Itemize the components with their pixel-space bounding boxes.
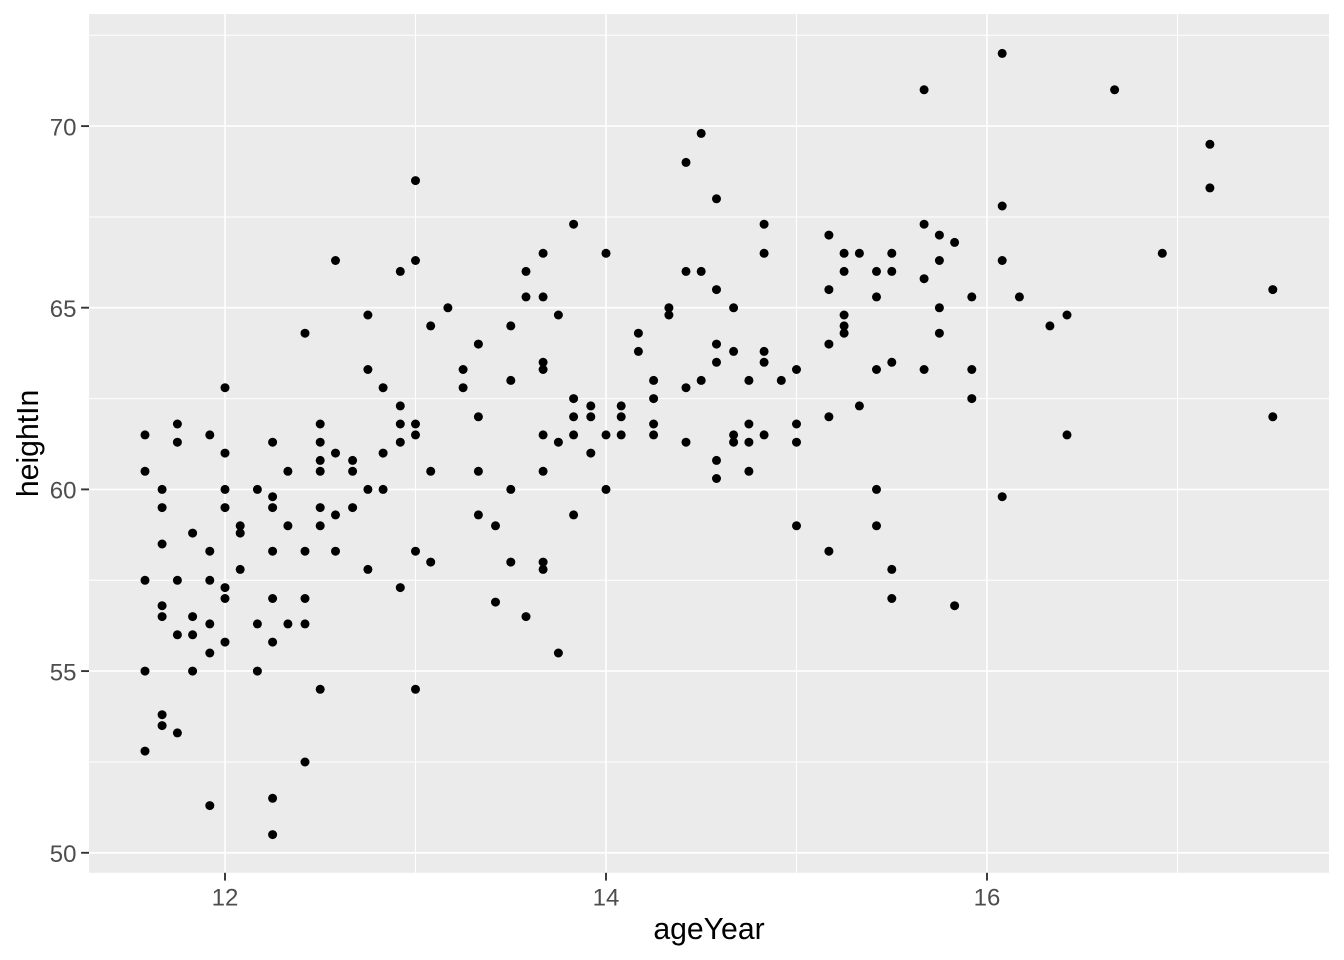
svg-text:16: 16 bbox=[974, 885, 1001, 912]
svg-text:50: 50 bbox=[50, 841, 77, 868]
svg-text:12: 12 bbox=[212, 885, 239, 912]
svg-text:ageYear: ageYear bbox=[653, 913, 764, 946]
svg-text:60: 60 bbox=[50, 478, 77, 505]
svg-text:heightIn: heightIn bbox=[12, 390, 45, 497]
svg-text:14: 14 bbox=[593, 885, 620, 912]
svg-text:55: 55 bbox=[50, 659, 77, 686]
svg-text:65: 65 bbox=[50, 296, 77, 323]
svg-text:70: 70 bbox=[50, 114, 77, 141]
